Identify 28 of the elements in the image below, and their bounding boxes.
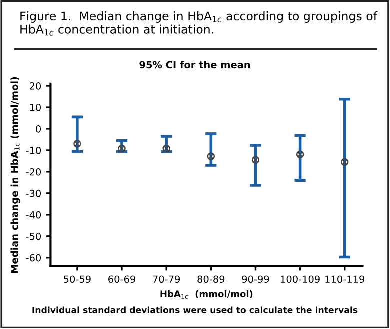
x-tick-label: 100-109 [281, 276, 320, 284]
y-tick-label: -20 [26, 168, 42, 176]
x-tick-label: 60-69 [108, 276, 136, 284]
x-tick-label: 70-79 [153, 276, 180, 284]
chart-subtitle: 95% CI for the mean [140, 61, 250, 69]
point [296, 150, 304, 158]
chart-title: Figure 1. Median change in HbA$_{1c}$ according to groupings of HbA$_{1c}$ concentration at initiation. [20, 12, 378, 36]
y-tick-label: -30 [26, 190, 42, 198]
point [252, 156, 260, 164]
point [162, 144, 170, 153]
y-tick-label: 10 [30, 104, 42, 112]
y-tick-label: 20 [30, 82, 42, 90]
y-tick-label: 0 [36, 125, 42, 133]
x-axis-title: HbA$_{1c}$ (mmol/mol) [160, 290, 253, 299]
point [118, 144, 126, 153]
y-tick-label: -50 [26, 232, 42, 240]
x-tick-label: 110-119 [326, 276, 364, 284]
x-tick-label: 80-89 [198, 276, 225, 284]
point [207, 152, 216, 160]
y-tick-label: -10 [26, 146, 42, 154]
x-tick-label: 50-59 [64, 276, 91, 284]
point [340, 158, 349, 166]
point [74, 140, 82, 148]
text: Individual standard deviations were used to calculate the intervals [32, 306, 358, 314]
y-tick-label: -40 [26, 211, 42, 219]
x-tick-label: 90-99 [242, 276, 270, 284]
y-tick-label: -60 [26, 254, 42, 262]
y-axis-title: Median change in HbA$_{1c}$ (mmol/mol) [10, 77, 20, 274]
